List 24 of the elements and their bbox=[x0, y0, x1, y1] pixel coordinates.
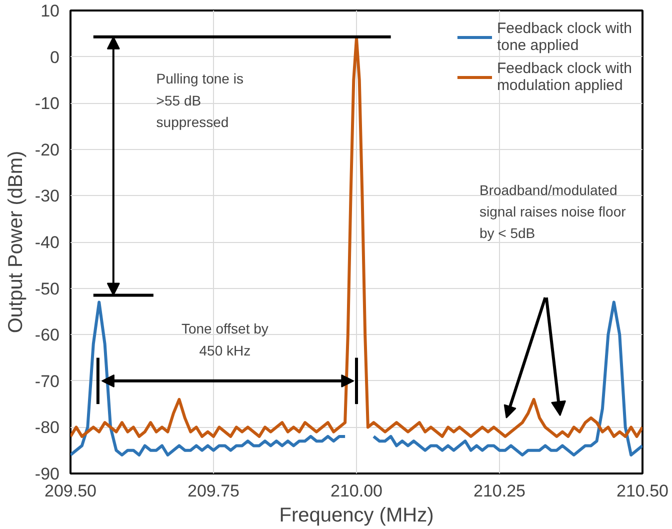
x-tick-label: 209.75 bbox=[188, 482, 240, 500]
x-tick-label: 209.50 bbox=[44, 482, 96, 500]
y-axis-title: Output Power (dBm) bbox=[4, 150, 27, 334]
y-tick-label: -80 bbox=[34, 418, 60, 438]
annotation: Broadband/modulated signal raises noise floor by < 5dB bbox=[479, 182, 626, 242]
annotation: Tone offset by 450 kHz bbox=[181, 320, 268, 358]
legend-label: Feedback clock with tone applied bbox=[496, 20, 632, 54]
x-tick-label: 210.00 bbox=[330, 482, 382, 500]
legend-label: Feedback clock with modulation applied bbox=[496, 60, 632, 94]
y-tick-label: -60 bbox=[34, 326, 60, 345]
y-tick-label: 0 bbox=[50, 48, 60, 67]
y-tick-label: -30 bbox=[34, 186, 60, 206]
x-axis-title: Frequency (MHz) bbox=[279, 504, 434, 526]
annotation: Pulling tone is >55 dB suppressed bbox=[156, 70, 244, 130]
y-tick-label: -70 bbox=[34, 372, 60, 391]
y-tick-label: -20 bbox=[34, 140, 60, 160]
y-tick-label: -10 bbox=[34, 94, 60, 114]
x-tick-label: 210.25 bbox=[474, 482, 526, 500]
y-tick-label: 10 bbox=[40, 2, 60, 20]
y-tick-label: -40 bbox=[34, 233, 60, 252]
y-tick-label: -90 bbox=[34, 464, 60, 484]
line-series bbox=[70, 36, 642, 438]
x-tick-label: 210.50 bbox=[616, 482, 668, 500]
y-tick-label: -50 bbox=[34, 279, 60, 298]
